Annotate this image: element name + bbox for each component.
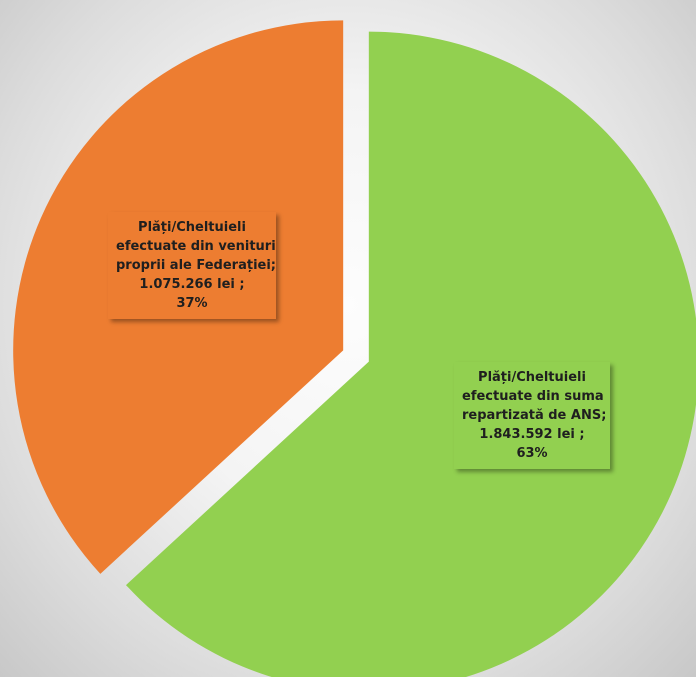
pie-slice-suma-ans (125, 31, 696, 677)
data-label-percent: 37% (176, 296, 208, 311)
data-label-line: Plăți/Cheltuieli (478, 370, 586, 385)
data-label-line: Plăți/Cheltuieli (138, 220, 246, 235)
data-label-value: 1.075.266 lei ; (139, 277, 245, 292)
data-label-line: efectuate din suma (462, 389, 604, 404)
data-label-line: efectuate din venituri (116, 239, 276, 254)
data-label-value: 1.843.592 lei ; (479, 427, 585, 442)
data-label-venituri-proprii: Plăți/Cheltuieli efectuate din venituri … (108, 212, 276, 319)
data-label-line: repartizată de ANS; (462, 408, 607, 423)
data-label-percent: 63% (516, 446, 548, 461)
data-label-suma-ans: Plăți/Cheltuieli efectuate din suma repa… (454, 362, 610, 469)
data-label-line: proprii ale Federației; (116, 258, 276, 273)
